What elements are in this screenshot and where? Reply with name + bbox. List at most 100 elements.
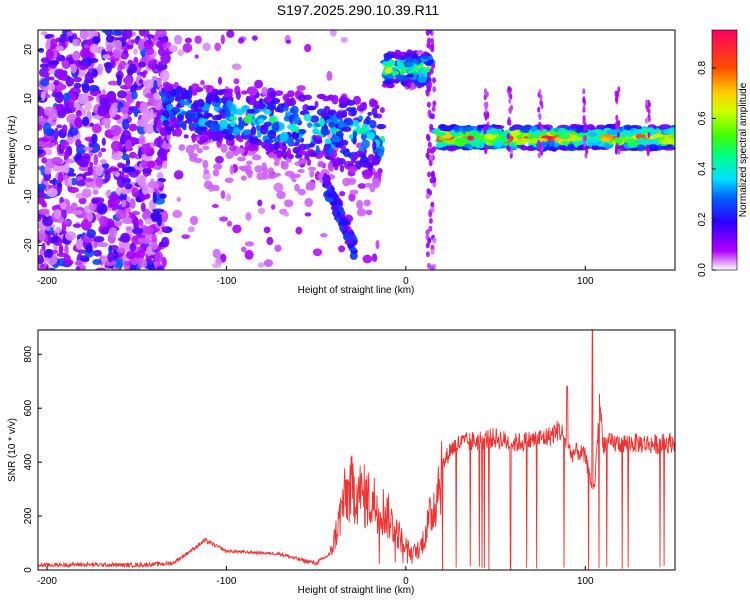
heatmap-cell	[357, 183, 367, 189]
heatmap-cell	[320, 110, 328, 118]
heatmap-cell	[133, 216, 139, 228]
heatmap-cell	[67, 172, 77, 177]
heatmap-cell	[161, 226, 168, 231]
heatmap-cell	[41, 202, 48, 208]
heatmap-cell	[484, 148, 488, 155]
heatmap-cell	[305, 181, 316, 191]
heatmap-cell	[484, 133, 497, 140]
heatmap-cell	[430, 113, 435, 120]
heatmap-cell	[144, 226, 155, 235]
heatmap-cell	[244, 164, 252, 173]
heatmap-cell	[87, 166, 93, 176]
heatmap-cell	[244, 249, 254, 260]
heatmap-cell	[309, 170, 315, 178]
heatmap-cell	[427, 237, 432, 244]
heatmap-cell	[121, 199, 127, 208]
heatmap-cell	[64, 220, 72, 226]
heatmap-cell	[291, 173, 302, 179]
heatmap-cell	[381, 61, 390, 66]
heatmap-cell	[42, 122, 52, 135]
heatmap-cell	[537, 137, 548, 143]
heatmap-cell	[428, 217, 433, 224]
heatmap-cell	[108, 196, 121, 207]
heatmap-cell	[72, 38, 78, 47]
heatmap-cell	[245, 212, 252, 221]
heatmap-cell	[263, 259, 274, 267]
heatmap-cell	[346, 119, 354, 126]
heatmap-cell	[391, 78, 400, 84]
heatmap-cell	[431, 62, 436, 69]
heatmap-cell	[71, 209, 84, 215]
heatmap-cell	[210, 97, 216, 102]
heatmap-cell	[254, 79, 264, 89]
heatmap-cell	[492, 124, 505, 130]
heatmap-cell	[171, 118, 180, 124]
heatmap-cell	[322, 95, 331, 102]
heatmap-cell	[88, 84, 100, 92]
snr-y-ticks: 0 200 400 600 800	[23, 345, 42, 573]
heatmap-cell	[39, 266, 47, 270]
heatmap-cell	[346, 99, 356, 106]
heatmap-cell	[327, 109, 337, 116]
heatmap-cell	[617, 120, 621, 126]
heatmap-cell	[57, 172, 64, 184]
heatmap-cell	[188, 123, 199, 128]
heatmap-cell	[131, 187, 140, 198]
heatmap-cell	[144, 92, 156, 99]
heatmap-cell	[38, 254, 44, 265]
heatmap-cell	[222, 128, 230, 135]
heatmap-cell	[430, 201, 435, 208]
heatmap-cell	[125, 226, 133, 231]
heatmap-cell	[231, 63, 242, 70]
heatmap-cell	[232, 224, 242, 234]
heatmap-cell	[299, 150, 308, 156]
heatmap-cell	[124, 139, 132, 152]
heatmap-cell	[45, 226, 51, 231]
heatmap-cell	[467, 135, 475, 141]
heatmap-cell	[272, 172, 282, 177]
heatmap-cell	[339, 164, 345, 173]
heatmap-cell	[537, 152, 541, 159]
heatmap-cell	[79, 48, 90, 59]
heatmap-cell	[51, 156, 63, 165]
heatmap-cell	[498, 137, 509, 143]
heatmap-cell	[73, 76, 83, 83]
heatmap-cell	[189, 215, 199, 226]
heatmap-cell	[293, 116, 301, 125]
heatmap-cell	[64, 244, 69, 255]
spectrogram-y-ticks: -20 -10 0 10 20	[23, 44, 42, 253]
heatmap-cell	[224, 134, 235, 141]
heatmap-cell	[130, 39, 138, 44]
heatmap-cell	[62, 59, 70, 69]
heatmap-cell	[129, 137, 139, 144]
heatmap-cell	[75, 176, 84, 181]
heatmap-cell	[91, 123, 102, 134]
heatmap-cell	[38, 229, 46, 242]
heatmap-cell	[40, 165, 45, 176]
heatmap-cell	[74, 261, 83, 266]
heatmap-cell	[224, 109, 231, 118]
heatmap-cell	[91, 68, 98, 78]
figure-title: S197.2025.290.10.39.R11	[277, 2, 440, 18]
heatmap-cell	[371, 253, 378, 262]
heatmap-cell	[446, 145, 457, 152]
heatmap-cell	[86, 228, 96, 239]
heatmap-cell	[279, 131, 289, 142]
heatmap-cell	[101, 30, 111, 34]
heatmap-cell	[183, 134, 189, 139]
heatmap-cell	[439, 125, 452, 132]
heatmap-cell	[351, 252, 357, 259]
heatmap-cell	[116, 74, 122, 86]
heatmap-cell	[291, 178, 297, 183]
heatmap-cell	[81, 188, 92, 198]
heatmap-cell	[117, 237, 129, 242]
heatmap-cell	[338, 102, 348, 109]
heatmap-cell	[56, 68, 65, 81]
heatmap-cell	[256, 123, 261, 131]
heatmap-cell	[131, 235, 143, 245]
heatmap-cell	[508, 108, 512, 115]
heatmap-cell	[91, 36, 101, 44]
heatmap-cell	[425, 193, 430, 200]
heatmap-cell	[184, 119, 193, 124]
heatmap-cell	[176, 197, 182, 202]
